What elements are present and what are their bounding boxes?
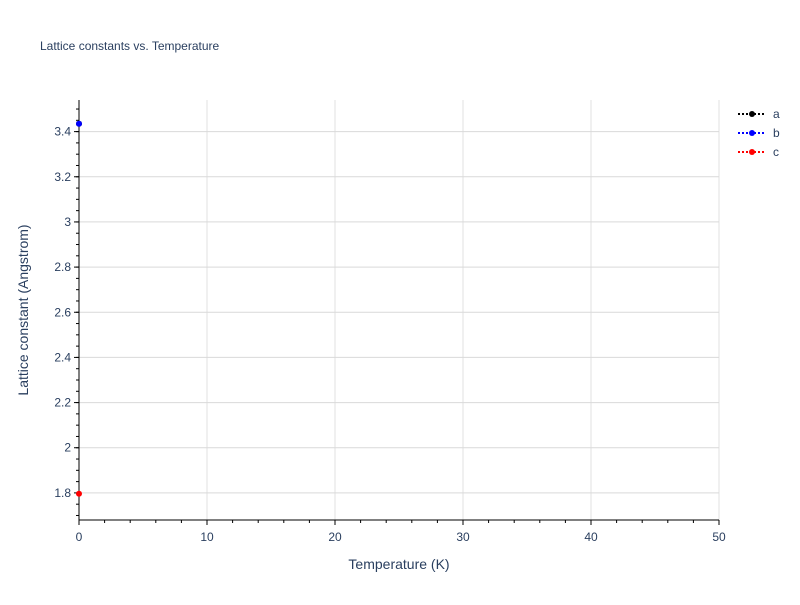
y-tick-label: 3 [64, 215, 71, 229]
x-tick-label: 20 [328, 530, 342, 544]
y-tick-label: 3.2 [54, 170, 71, 184]
data-point-b [76, 120, 82, 127]
y-tick-label: 2 [64, 441, 71, 455]
legend-marker-c [749, 149, 755, 155]
x-axis-label: Temperature (K) [348, 556, 449, 572]
legend-marker-a [749, 111, 755, 117]
chart-title: Lattice constants vs. Temperature [40, 39, 220, 53]
legend-marker-b [749, 130, 755, 136]
y-tick-label: 2.4 [54, 350, 71, 364]
x-tick-label: 30 [456, 530, 470, 544]
legend-label-a: a [773, 107, 780, 121]
data-point-c [76, 490, 82, 497]
y-tick-label: 2.8 [54, 260, 71, 274]
y-tick-label: 2.2 [54, 396, 71, 410]
legend-label-b: b [773, 126, 780, 140]
x-tick-label: 10 [200, 530, 214, 544]
y-tick-label: 3.4 [54, 125, 71, 139]
x-tick-label: 0 [76, 530, 83, 544]
y-tick-label: 2.6 [54, 305, 71, 319]
x-tick-label: 50 [712, 530, 726, 544]
y-tick-label: 1.8 [54, 486, 71, 500]
legend-label-c: c [773, 145, 779, 159]
y-axis-label: Lattice constant (Angstrom) [15, 224, 31, 395]
x-tick-label: 40 [584, 530, 598, 544]
